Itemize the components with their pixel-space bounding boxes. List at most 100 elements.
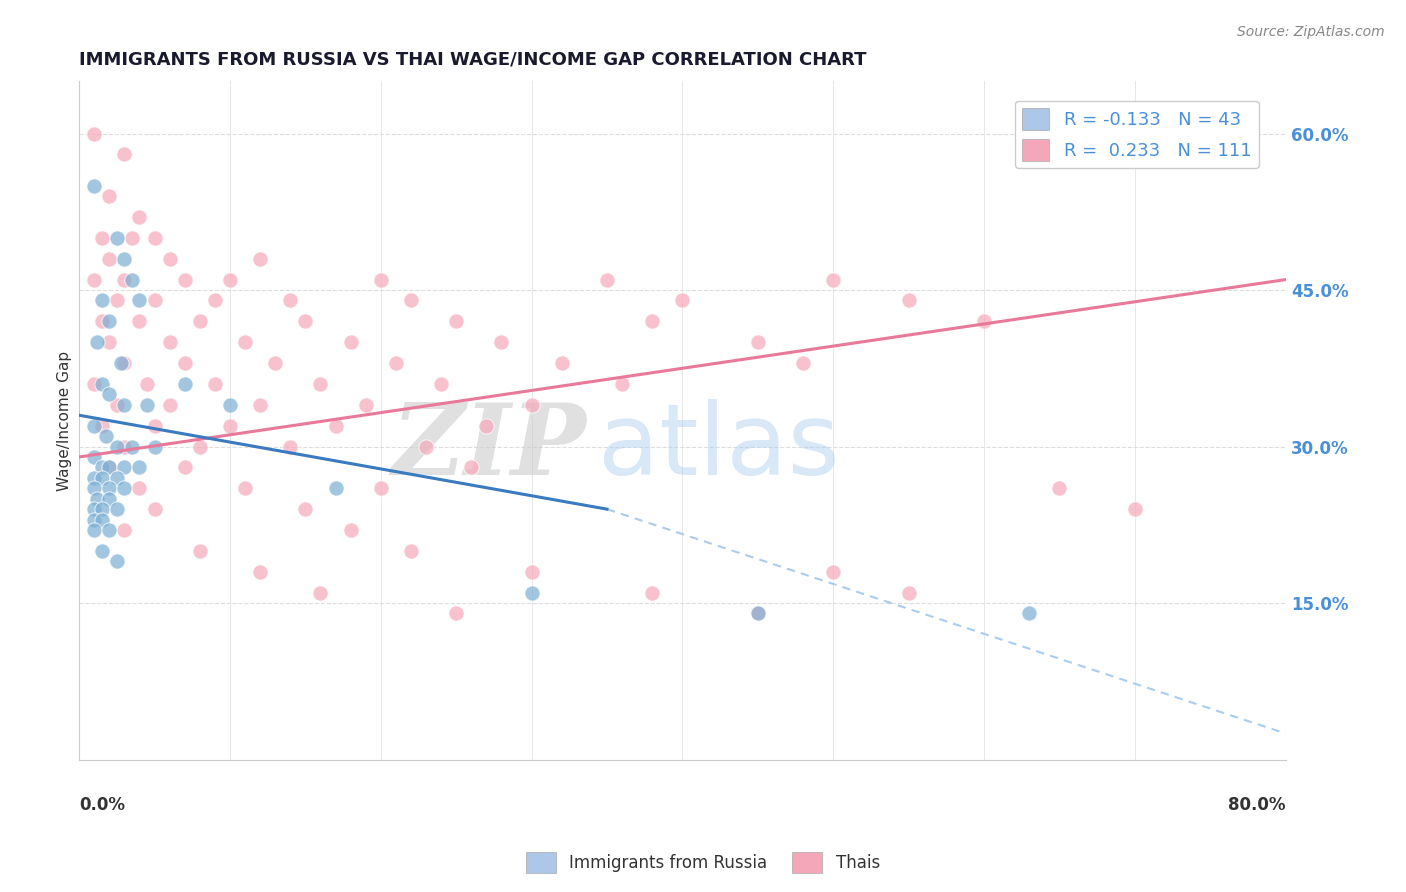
Point [136,398,159,412]
Point [112,523,135,537]
Point [83,450,105,464]
Point [973,314,995,328]
Point [128,293,150,308]
Point [792,356,814,370]
Point [105,440,128,454]
Point [278,293,301,308]
Point [143,231,166,245]
Point [219,272,242,286]
Point [90,544,112,558]
Point [610,376,633,391]
Point [1123,502,1146,516]
Y-axis label: Wage/Income Gap: Wage/Income Gap [58,351,72,491]
Point [112,252,135,266]
Point [551,356,574,370]
Text: IMMIGRANTS FROM RUSSIA VS THAI WAGE/INCOME GAP CORRELATION CHART: IMMIGRANTS FROM RUSSIA VS THAI WAGE/INCO… [79,51,866,69]
Point [105,554,128,568]
Point [173,460,195,475]
Point [249,398,271,412]
Point [105,502,128,516]
Point [83,471,105,485]
Point [596,272,619,286]
Point [83,376,105,391]
Point [112,398,135,412]
Point [112,272,135,286]
Point [143,440,166,454]
Point [128,314,150,328]
Point [204,293,226,308]
Point [90,314,112,328]
Point [128,210,150,224]
Point [823,272,845,286]
Point [98,460,121,475]
Point [278,440,301,454]
Point [399,293,422,308]
Text: atlas: atlas [598,399,839,496]
Point [339,523,361,537]
Point [128,460,150,475]
Point [173,376,195,391]
Point [98,314,121,328]
Text: 80.0%: 80.0% [1227,796,1285,814]
Point [897,293,920,308]
Point [249,565,271,579]
Point [83,178,105,193]
Point [204,376,226,391]
Point [121,272,143,286]
Point [1047,481,1070,495]
Point [747,335,769,350]
Point [354,398,377,412]
Point [96,429,118,443]
Point [747,607,769,621]
Point [294,502,316,516]
Point [294,314,316,328]
Point [90,376,112,391]
Point [83,481,105,495]
Point [491,335,513,350]
Point [98,481,121,495]
Point [415,440,437,454]
Point [112,356,135,370]
Point [641,314,664,328]
Point [309,376,332,391]
Point [159,335,181,350]
Point [110,356,132,370]
Point [143,293,166,308]
Point [83,512,105,526]
Point [143,502,166,516]
Point [105,231,128,245]
Point [444,607,467,621]
Point [444,314,467,328]
Point [90,502,112,516]
Point [1018,607,1040,621]
Point [98,523,121,537]
Point [90,293,112,308]
Text: 0.0%: 0.0% [79,796,125,814]
Point [520,585,543,599]
Point [370,272,392,286]
Point [159,398,181,412]
Point [520,398,543,412]
Point [112,481,135,495]
Point [90,418,112,433]
Point [112,460,135,475]
Point [83,502,105,516]
Point [121,231,143,245]
Point [83,418,105,433]
Point [136,376,159,391]
Point [219,418,242,433]
Point [143,418,166,433]
Point [249,252,271,266]
Point [98,460,121,475]
Point [219,398,242,412]
Point [264,356,287,370]
Point [90,460,112,475]
Point [399,544,422,558]
Point [823,565,845,579]
Text: ZIP: ZIP [391,400,586,496]
Point [430,376,453,391]
Point [370,481,392,495]
Point [233,481,256,495]
Point [188,314,211,328]
Point [86,335,108,350]
